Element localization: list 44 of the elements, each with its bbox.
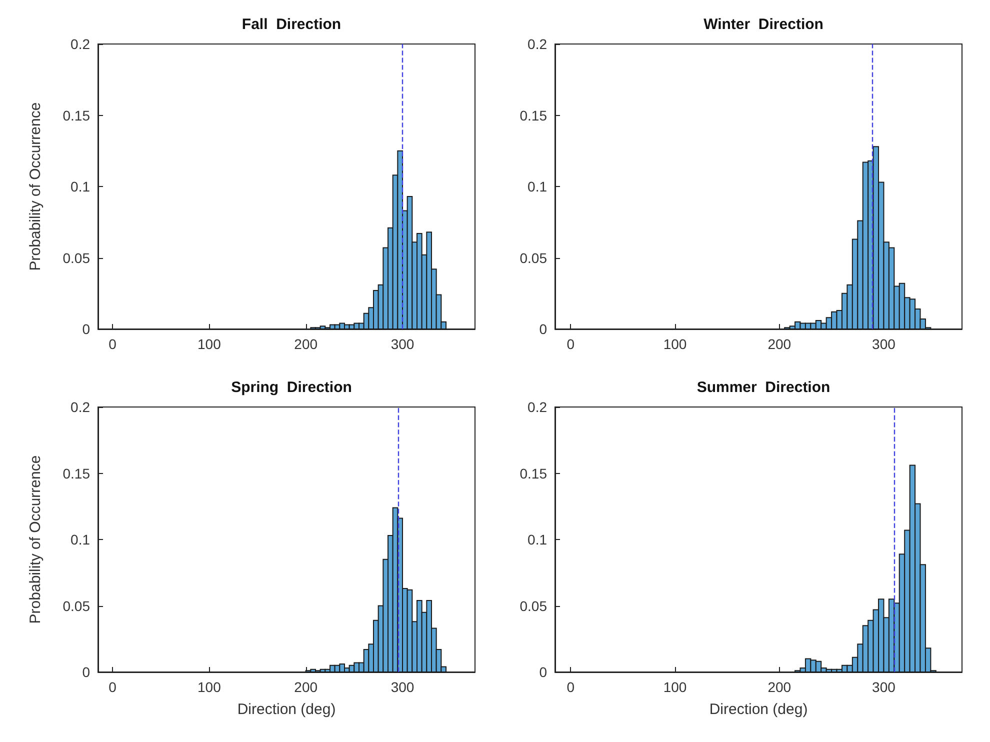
x-tick-label: 200: [768, 336, 792, 352]
x-tick-label: 200: [294, 336, 318, 352]
x-tick-label: 300: [872, 679, 896, 695]
y-tick-label: 0: [539, 664, 548, 680]
y-tick-label: 0.1: [528, 532, 548, 548]
y-tick-label: 0.05: [62, 598, 90, 614]
x-tick-label: 300: [872, 336, 896, 352]
y-tick-label: 0.1: [70, 532, 90, 548]
chart-title: Summer Direction: [696, 379, 830, 396]
y-tick-label: 0.2: [528, 399, 548, 415]
x-tick-label: 0: [566, 679, 575, 695]
chart-title: Fall Direction: [242, 16, 342, 33]
y-tick-label: 0.05: [520, 598, 548, 614]
y-axis-title: Probability of Occurrence: [27, 102, 44, 271]
chart-title: Winter Direction: [704, 16, 824, 33]
x-tick-label: 300: [390, 336, 414, 352]
y-tick-label: 0.1: [70, 178, 90, 194]
x-tick-label: 100: [663, 679, 687, 695]
y-axis-title: Probability of Occurrence: [27, 455, 44, 624]
x-tick-label: 200: [768, 679, 792, 695]
y-tick-label: 0.15: [520, 107, 548, 124]
x-tick-label: 300: [390, 679, 414, 695]
y-tick-label: 0.05: [62, 250, 90, 266]
x-tick-label: 100: [197, 336, 222, 352]
x-tick-label: 100: [197, 679, 222, 695]
x-tick-label: 100: [663, 336, 687, 352]
chart-title: Spring Direction: [231, 379, 352, 396]
x-axis-title: Direction (deg): [237, 701, 336, 718]
y-tick-label: 0.15: [62, 107, 90, 124]
y-tick-label: 0.15: [520, 465, 548, 482]
y-tick-label: 0.1: [528, 178, 548, 194]
y-tick-label: 0.05: [520, 250, 548, 266]
y-tick-label: 0.2: [70, 36, 90, 52]
x-tick-label: 200: [294, 679, 318, 695]
x-tick-label: 0: [108, 336, 117, 352]
x-tick-label: 0: [566, 336, 575, 352]
y-tick-label: 0.15: [62, 465, 90, 482]
y-tick-label: 0.2: [528, 36, 548, 52]
y-tick-label: 0: [82, 664, 90, 680]
x-axis-title: Direction (deg): [709, 701, 808, 718]
y-tick-label: 0: [82, 321, 90, 337]
x-tick-label: 0: [108, 679, 117, 695]
y-tick-label: 0: [539, 321, 548, 337]
y-tick-label: 0.2: [70, 399, 90, 415]
